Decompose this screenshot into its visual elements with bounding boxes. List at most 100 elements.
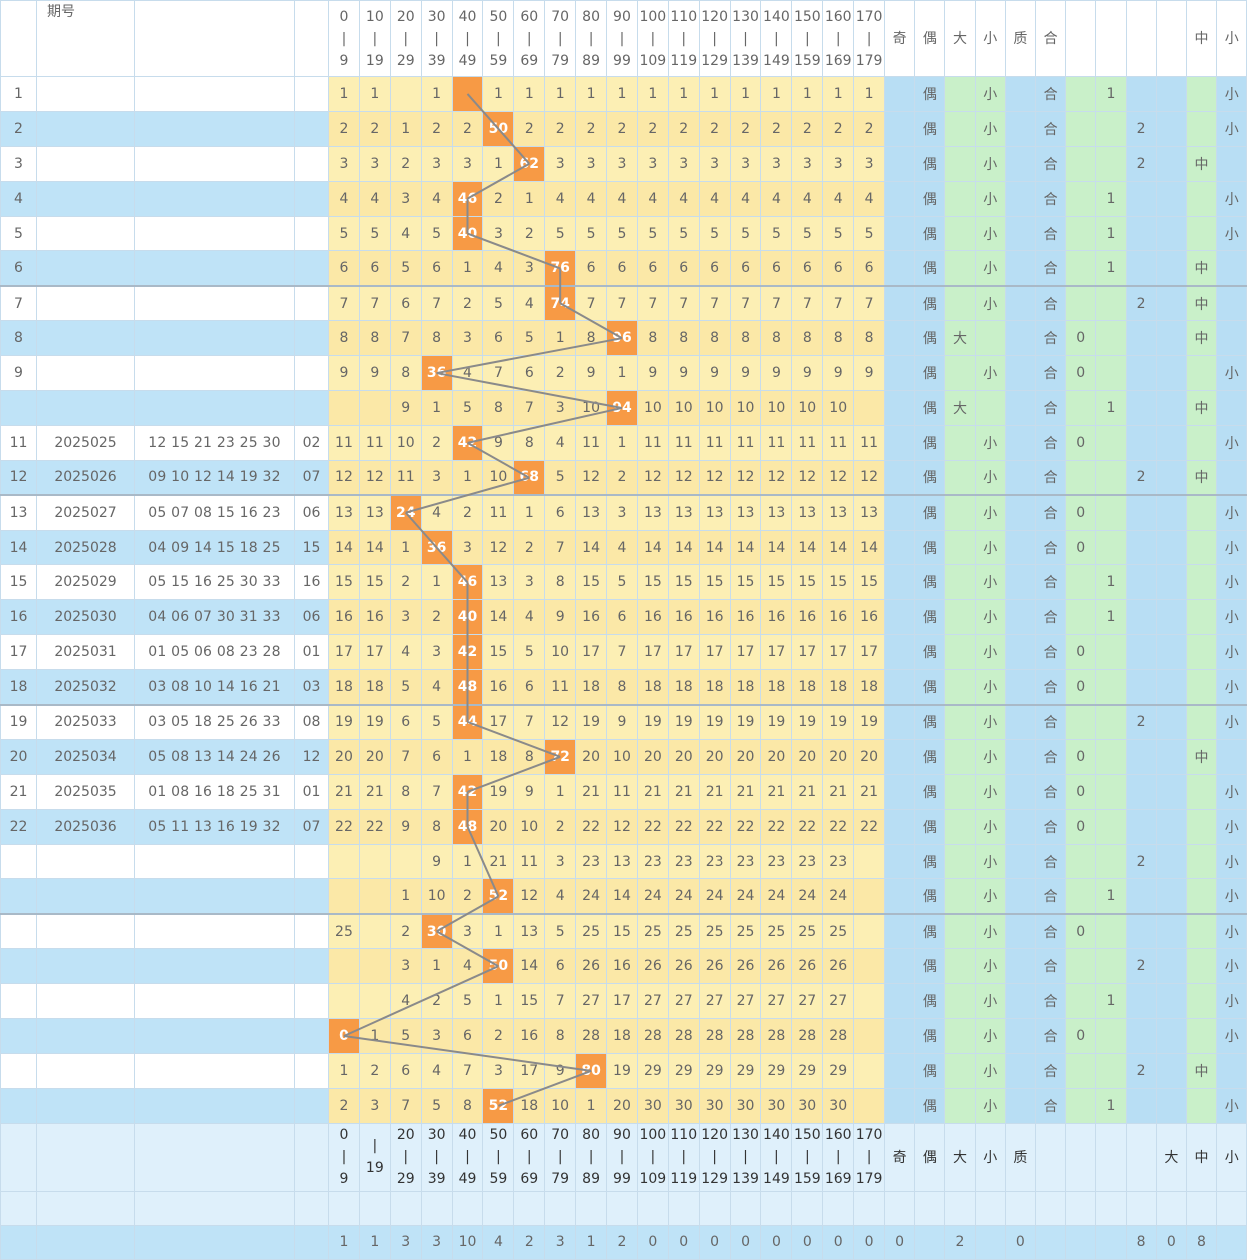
omission-count: 4 [544, 180, 577, 217]
omission-count: 4 [482, 250, 515, 287]
attr-value [1004, 983, 1036, 1020]
footer-spacer [1185, 1190, 1218, 1226]
attr-value: 中 [1185, 250, 1218, 287]
hit-ball: 50 [482, 110, 515, 147]
range-end: 119 [670, 1171, 698, 1188]
footer-range-17: 170 | 179 [853, 1122, 886, 1192]
attr-value [884, 1018, 916, 1054]
attr-value: 合 [1034, 459, 1067, 496]
draw-row: 1 2 6 4 7 3 17 9 80 19 29 29 29 29 29 29 29 偶小合 2 中 [0, 1052, 1248, 1089]
omission-count: 8 [328, 320, 360, 357]
range-bar: | [774, 30, 779, 47]
omission-count: 27 [698, 983, 731, 1020]
omission-count: 22 [822, 808, 855, 845]
attr-value [884, 878, 916, 915]
omission-count: 17 [606, 983, 638, 1020]
attr-value [884, 215, 916, 252]
range-end: 9 [339, 1171, 349, 1188]
omission-count: 5 [513, 320, 546, 357]
attr-value [1155, 1018, 1187, 1054]
draw-row: 2 3 7 5 8 52 18 10 1 20 30 30 30 30 30 30 30 偶小合 1 小 [0, 1087, 1248, 1124]
omission-count: 7 [606, 634, 638, 671]
attr-value: 偶 [914, 1018, 946, 1054]
omission-count: 19 [606, 1052, 638, 1089]
omission-count: 20 [822, 738, 855, 775]
attr-value [1125, 390, 1157, 426]
attr-value [1125, 1087, 1157, 1124]
omission-count: 19 [636, 703, 669, 740]
omission-count: 15 [482, 634, 515, 671]
header-blue-cell [294, 0, 329, 77]
attr-value [1125, 912, 1157, 950]
blue-ball: 01 [294, 634, 329, 671]
omission-count: 9 [822, 355, 855, 392]
omission-count: 4 [760, 180, 793, 217]
attr-value [1125, 1018, 1157, 1054]
attr-value [1125, 878, 1157, 915]
attr-value: 合 [1034, 599, 1067, 636]
attr-value: 小 [974, 703, 1006, 740]
range-start: 60 [520, 8, 539, 25]
attr-value [1004, 1087, 1036, 1124]
range-bar: | [835, 1149, 841, 1166]
range-start: 120 [701, 8, 728, 25]
omission-count: 11 [698, 424, 731, 461]
omission-count: 24 [698, 878, 731, 915]
total-count: 4 [482, 1224, 515, 1260]
omission-count: 6 [853, 250, 886, 287]
attr-value: 2 [1125, 459, 1157, 496]
omission-count: 3 [451, 912, 484, 950]
omission-count: 26 [575, 948, 608, 985]
omission-count: 7 [822, 284, 855, 322]
attr-value: 偶 [914, 634, 946, 671]
omission-count: 7 [544, 529, 577, 566]
attr-value [944, 110, 976, 147]
omission-count: 27 [729, 983, 762, 1020]
attr-value: 2 [1125, 284, 1157, 322]
attr-value: 合 [1034, 1052, 1067, 1089]
omission-count: 3 [389, 599, 422, 636]
attr-value: 偶 [914, 703, 946, 740]
omission-count: 6 [575, 250, 608, 287]
issue-number: 2025025 [36, 424, 135, 461]
attr-value: 小 [974, 180, 1006, 217]
omission-count: 10 [544, 634, 577, 671]
omission-count: 5 [791, 215, 824, 252]
issue-number [36, 878, 135, 915]
attr-value: 中 [1185, 738, 1218, 775]
omission-count: 2 [420, 599, 453, 636]
range-bar: | [403, 30, 409, 47]
attr-value: 2 [1125, 110, 1157, 147]
omission-count: 7 [513, 390, 546, 426]
omission-count: 6 [606, 599, 638, 636]
issue-number [36, 180, 135, 217]
attr-value [884, 424, 916, 461]
attr-value [1155, 320, 1187, 357]
attr-value [1095, 529, 1127, 566]
attr-value [884, 948, 916, 985]
red-balls: 04 06 07 30 31 33 [134, 599, 295, 636]
omission-count: 28 [698, 1018, 731, 1054]
footer-attr-7 [1095, 1122, 1127, 1192]
omission-count: 7 [667, 284, 700, 322]
omission-count: 24 [729, 878, 762, 915]
attr-value: 合 [1034, 912, 1067, 950]
total-count: 2 [606, 1224, 638, 1260]
row-index: 16 [0, 599, 37, 636]
red-balls [134, 1018, 295, 1054]
omission-count: 5 [667, 215, 700, 252]
attr-value [1155, 738, 1187, 775]
attr-value [944, 1052, 976, 1089]
attr-value: 合 [1034, 250, 1067, 287]
range-end: 169 [824, 1171, 852, 1188]
omission-count: 5 [389, 669, 422, 706]
attr-value: 合 [1034, 634, 1067, 671]
row-index: 19 [0, 703, 37, 740]
omission-count: 7 [636, 284, 669, 322]
omission-count: 1 [451, 843, 484, 880]
attr-value [1155, 878, 1187, 915]
issue-number [36, 284, 135, 322]
attr-value: 1 [1095, 564, 1127, 601]
omission-count: 4 [791, 180, 824, 217]
omission-count: 29 [729, 1052, 762, 1089]
